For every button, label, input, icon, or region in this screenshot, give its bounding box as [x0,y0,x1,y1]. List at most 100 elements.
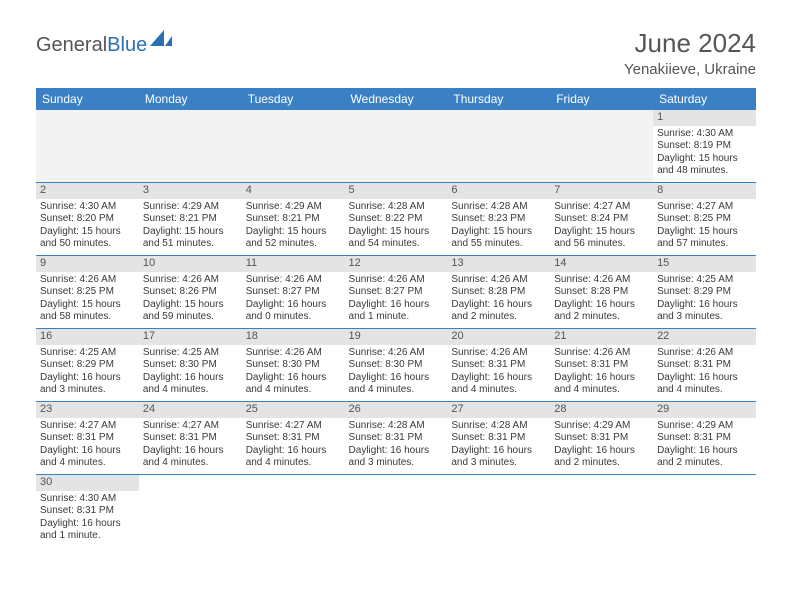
day-cell: 28Sunrise: 4:29 AMSunset: 8:31 PMDayligh… [550,402,653,475]
daylight-text: Daylight: 16 hours and 3 minutes. [349,445,444,470]
day-number: 25 [242,402,345,418]
daylight-text: Daylight: 15 hours and 54 minutes. [349,226,444,251]
day-cell: 7Sunrise: 4:27 AMSunset: 8:24 PMDaylight… [550,183,653,256]
daylight-text: Daylight: 16 hours and 4 minutes. [554,372,649,397]
daylight-text: Daylight: 16 hours and 3 minutes. [40,372,135,397]
daylight-text: Daylight: 16 hours and 4 minutes. [657,372,752,397]
day-cell: 4Sunrise: 4:29 AMSunset: 8:21 PMDaylight… [242,183,345,256]
sunset-text: Sunset: 8:31 PM [554,359,649,372]
day-number: 1 [653,110,756,126]
day-number: 28 [550,402,653,418]
day-cell: 1Sunrise: 4:30 AMSunset: 8:19 PMDaylight… [653,110,756,183]
day-cell: 21Sunrise: 4:26 AMSunset: 8:31 PMDayligh… [550,329,653,402]
sunset-text: Sunset: 8:30 PM [349,359,444,372]
daylight-text: Daylight: 16 hours and 4 minutes. [246,445,341,470]
sunset-text: Sunset: 8:28 PM [451,286,546,299]
sunrise-text: Sunrise: 4:26 AM [554,274,649,287]
sunset-text: Sunset: 8:31 PM [40,432,135,445]
logo-sail-icon [150,30,172,54]
sunset-text: Sunset: 8:31 PM [657,432,752,445]
day-number: 22 [653,329,756,345]
weekday-header-row: Sunday Monday Tuesday Wednesday Thursday… [36,88,756,110]
day-cell: 30Sunrise: 4:30 AMSunset: 8:31 PMDayligh… [36,475,139,548]
day-cell: 11Sunrise: 4:26 AMSunset: 8:27 PMDayligh… [242,256,345,329]
day-number: 29 [653,402,756,418]
sunset-text: Sunset: 8:30 PM [143,359,238,372]
daylight-text: Daylight: 15 hours and 48 minutes. [657,153,752,178]
day-number: 24 [139,402,242,418]
day-cell: 5Sunrise: 4:28 AMSunset: 8:22 PMDaylight… [345,183,448,256]
day-cell: 13Sunrise: 4:26 AMSunset: 8:28 PMDayligh… [447,256,550,329]
sunset-text: Sunset: 8:31 PM [349,432,444,445]
sunset-text: Sunset: 8:27 PM [349,286,444,299]
location-label: Yenakiieve, Ukraine [624,61,756,78]
calendar-page: GeneralBlue June 2024 Yenakiieve, Ukrain… [0,0,792,547]
sunset-text: Sunset: 8:19 PM [657,140,752,153]
day-cell: 24Sunrise: 4:27 AMSunset: 8:31 PMDayligh… [139,402,242,475]
calendar-table: Sunday Monday Tuesday Wednesday Thursday… [36,88,756,547]
weekday-header: Friday [550,88,653,110]
weekday-header: Sunday [36,88,139,110]
daylight-text: Daylight: 15 hours and 50 minutes. [40,226,135,251]
day-number: 10 [139,256,242,272]
page-header: GeneralBlue June 2024 Yenakiieve, Ukrain… [36,28,756,78]
sunrise-text: Sunrise: 4:27 AM [143,420,238,433]
sunset-text: Sunset: 8:22 PM [349,213,444,226]
day-cell: 3Sunrise: 4:29 AMSunset: 8:21 PMDaylight… [139,183,242,256]
day-number: 19 [345,329,448,345]
sunset-text: Sunset: 8:28 PM [554,286,649,299]
day-cell: 9Sunrise: 4:26 AMSunset: 8:25 PMDaylight… [36,256,139,329]
title-block: June 2024 Yenakiieve, Ukraine [624,28,756,78]
calendar-week-row: 23Sunrise: 4:27 AMSunset: 8:31 PMDayligh… [36,402,756,475]
sunrise-text: Sunrise: 4:27 AM [657,201,752,214]
day-cell: 16Sunrise: 4:25 AMSunset: 8:29 PMDayligh… [36,329,139,402]
day-cell: 27Sunrise: 4:28 AMSunset: 8:31 PMDayligh… [447,402,550,475]
day-cell: 25Sunrise: 4:27 AMSunset: 8:31 PMDayligh… [242,402,345,475]
daylight-text: Daylight: 16 hours and 1 minute. [40,518,135,543]
sunset-text: Sunset: 8:23 PM [451,213,546,226]
daylight-text: Daylight: 16 hours and 2 minutes. [554,445,649,470]
month-title: June 2024 [624,28,756,59]
day-number: 11 [242,256,345,272]
daylight-text: Daylight: 16 hours and 3 minutes. [451,445,546,470]
brand-logo: GeneralBlue [36,34,172,57]
daylight-text: Daylight: 15 hours and 58 minutes. [40,299,135,324]
sunrise-text: Sunrise: 4:26 AM [40,274,135,287]
daylight-text: Daylight: 16 hours and 2 minutes. [657,445,752,470]
daylight-text: Daylight: 16 hours and 3 minutes. [657,299,752,324]
weekday-header: Wednesday [345,88,448,110]
sunrise-text: Sunrise: 4:28 AM [349,201,444,214]
day-number: 14 [550,256,653,272]
sunset-text: Sunset: 8:24 PM [554,213,649,226]
sunrise-text: Sunrise: 4:29 AM [657,420,752,433]
sunrise-text: Sunrise: 4:28 AM [451,420,546,433]
weekday-header: Thursday [447,88,550,110]
calendar-week-row: 30Sunrise: 4:30 AMSunset: 8:31 PMDayligh… [36,475,756,548]
sunrise-text: Sunrise: 4:25 AM [40,347,135,360]
empty-cell [36,110,139,183]
daylight-text: Daylight: 15 hours and 55 minutes. [451,226,546,251]
sunrise-text: Sunrise: 4:25 AM [657,274,752,287]
daylight-text: Daylight: 15 hours and 52 minutes. [246,226,341,251]
sunrise-text: Sunrise: 4:27 AM [554,201,649,214]
sunrise-text: Sunrise: 4:26 AM [451,347,546,360]
calendar-week-row: 1Sunrise: 4:30 AMSunset: 8:19 PMDaylight… [36,110,756,183]
sunset-text: Sunset: 8:31 PM [40,505,135,518]
sunset-text: Sunset: 8:21 PM [143,213,238,226]
daylight-text: Daylight: 15 hours and 51 minutes. [143,226,238,251]
day-cell: 19Sunrise: 4:26 AMSunset: 8:30 PMDayligh… [345,329,448,402]
sunrise-text: Sunrise: 4:26 AM [657,347,752,360]
sunset-text: Sunset: 8:31 PM [451,432,546,445]
sunset-text: Sunset: 8:31 PM [554,432,649,445]
empty-cell [550,110,653,183]
daylight-text: Daylight: 16 hours and 2 minutes. [451,299,546,324]
daylight-text: Daylight: 16 hours and 4 minutes. [143,445,238,470]
sunrise-text: Sunrise: 4:28 AM [349,420,444,433]
sunrise-text: Sunrise: 4:30 AM [40,201,135,214]
day-cell: 17Sunrise: 4:25 AMSunset: 8:30 PMDayligh… [139,329,242,402]
day-number: 20 [447,329,550,345]
sunrise-text: Sunrise: 4:26 AM [246,274,341,287]
day-cell: 20Sunrise: 4:26 AMSunset: 8:31 PMDayligh… [447,329,550,402]
day-cell: 12Sunrise: 4:26 AMSunset: 8:27 PMDayligh… [345,256,448,329]
sunrise-text: Sunrise: 4:28 AM [451,201,546,214]
